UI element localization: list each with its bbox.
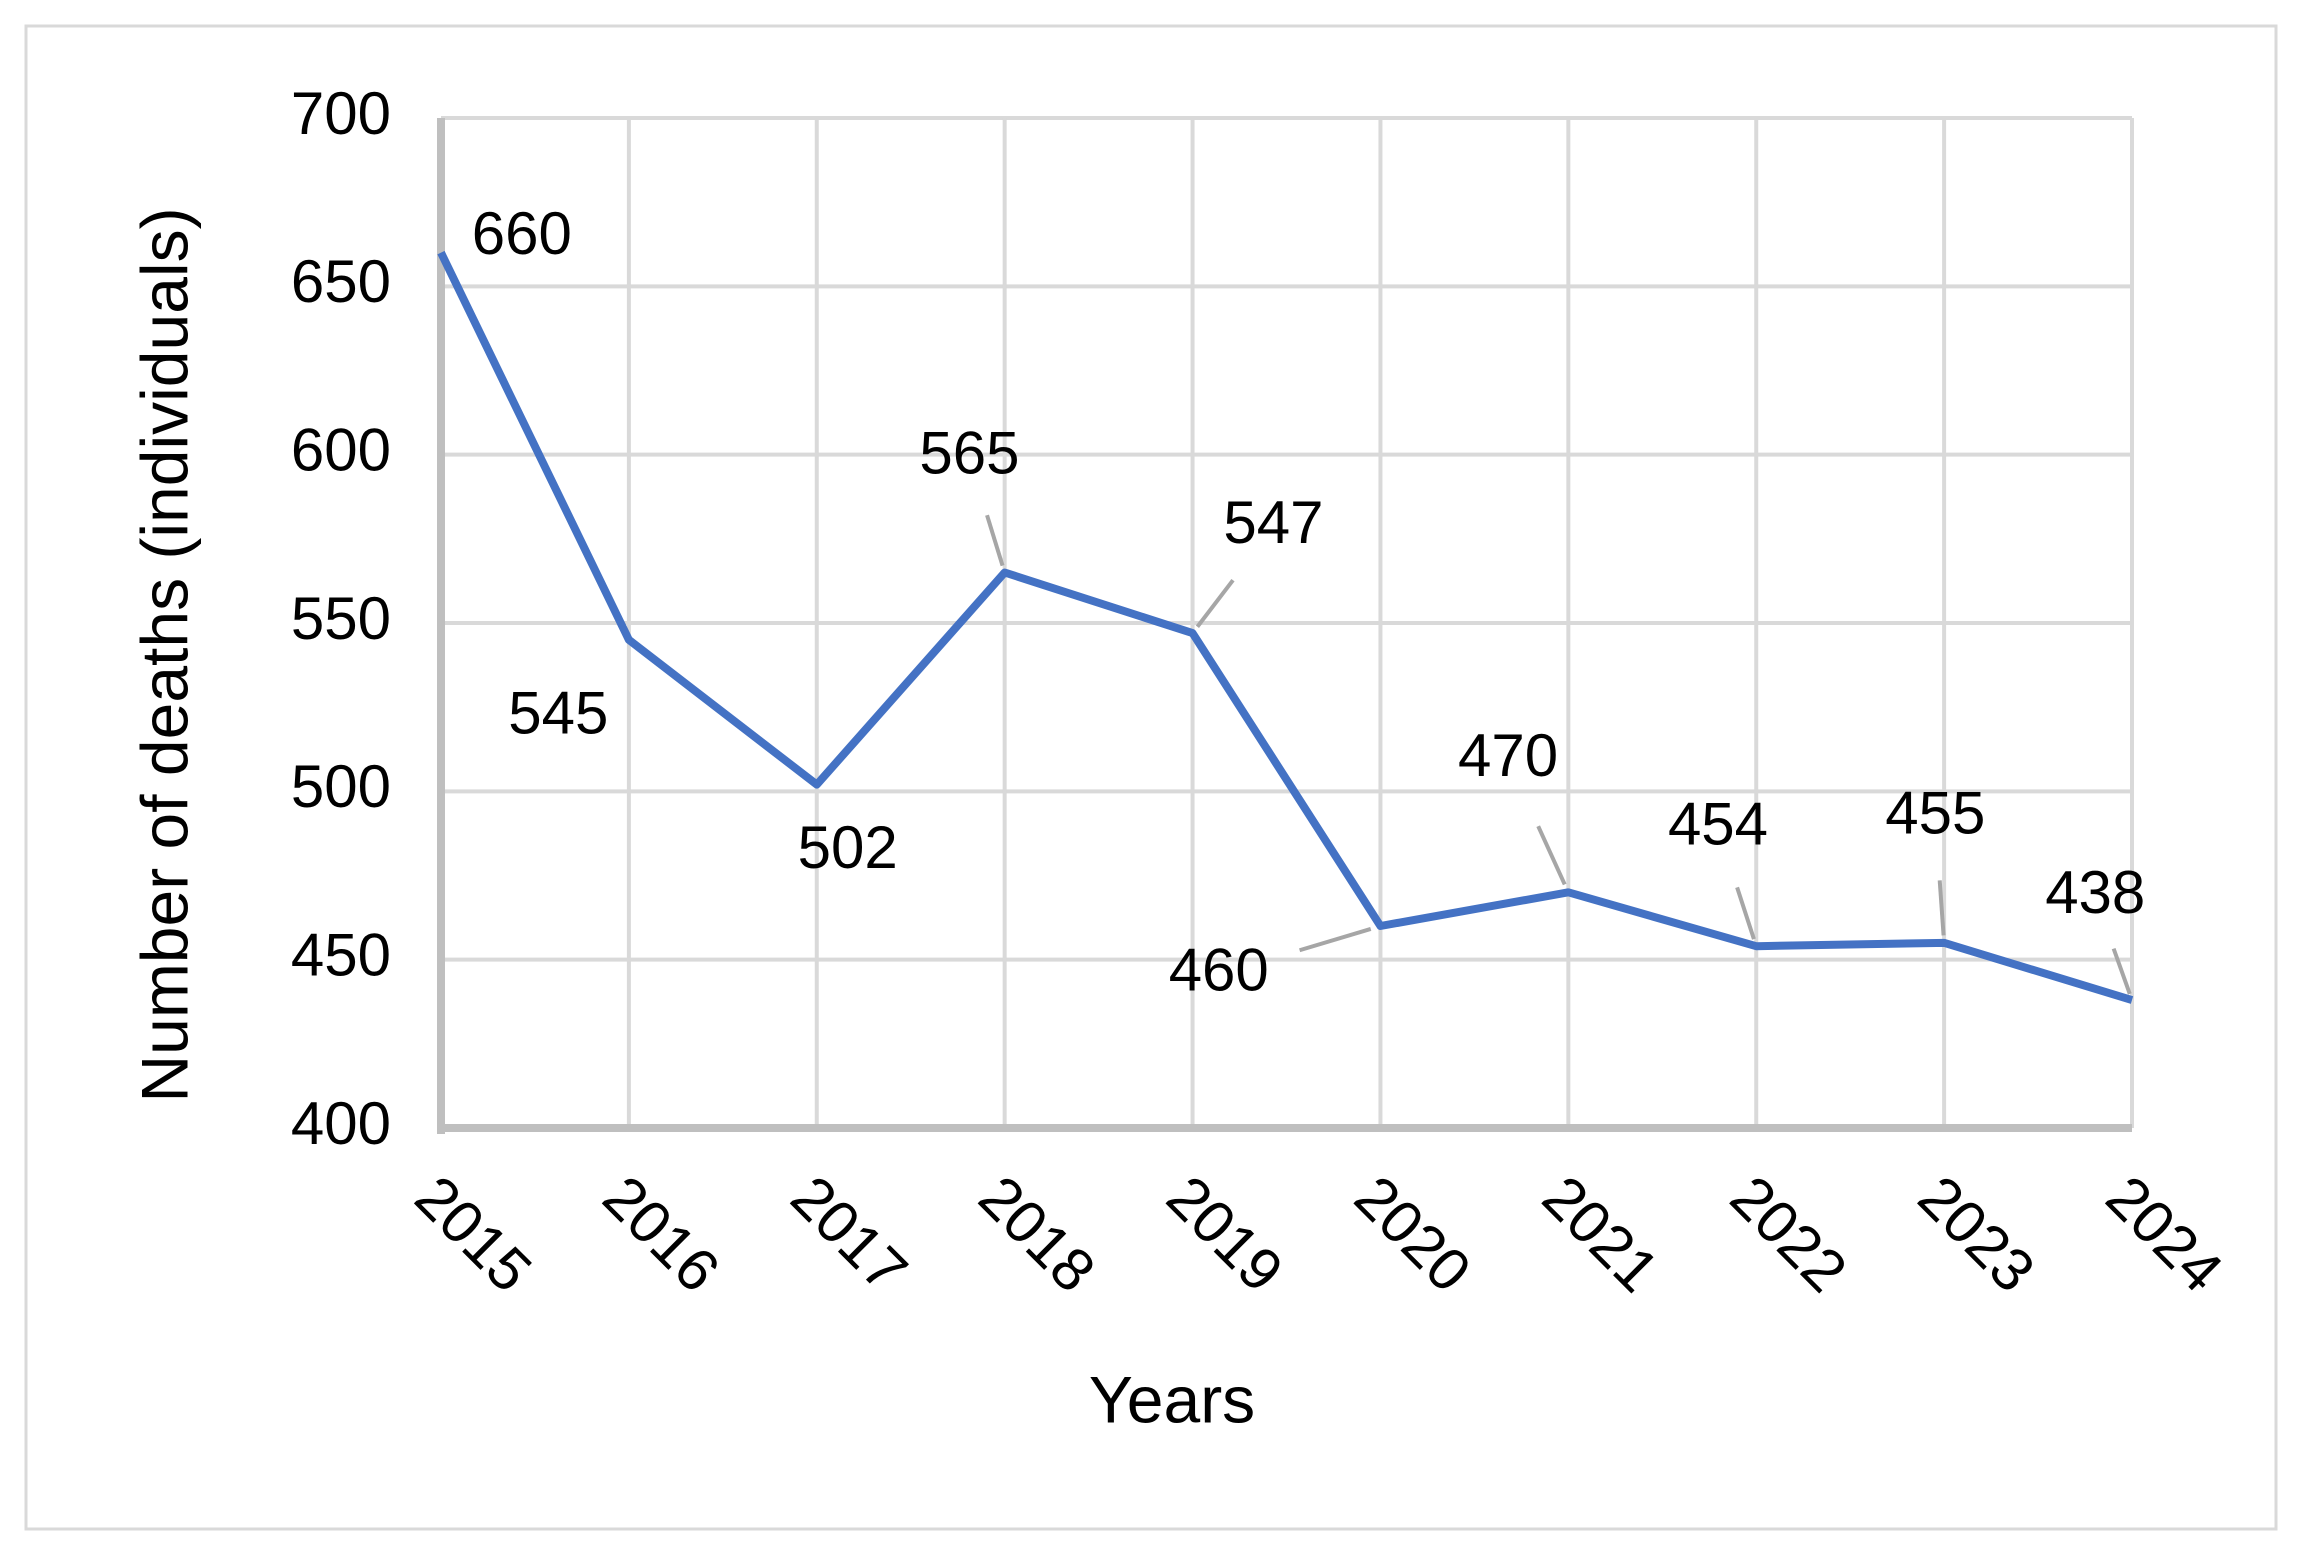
y-tick-label: 700 xyxy=(291,80,391,147)
leader-line xyxy=(985,514,1005,567)
y-tick-label: 450 xyxy=(291,922,391,989)
y-tick-label: 400 xyxy=(291,1090,391,1157)
y-tick-label: 500 xyxy=(291,753,391,820)
y-tick-label: 600 xyxy=(291,417,391,484)
y-tick-label: 550 xyxy=(291,585,391,652)
data-label: 545 xyxy=(508,680,608,747)
leader-line xyxy=(1195,578,1235,628)
data-line xyxy=(437,250,2134,1004)
data-label: 660 xyxy=(472,200,572,267)
leader-line xyxy=(1299,926,1372,953)
data-label: 455 xyxy=(1885,780,1985,847)
data-label: 438 xyxy=(2045,859,2145,926)
x-axis-title: Years xyxy=(1089,1362,1255,1436)
data-label: 565 xyxy=(919,420,1019,487)
data-label: 547 xyxy=(1223,489,1323,556)
chart-border xyxy=(24,24,2278,1531)
leader-line xyxy=(2111,947,2132,995)
data-label: 460 xyxy=(1169,936,1269,1003)
leader-line xyxy=(1536,825,1567,886)
data-label: 502 xyxy=(798,814,898,881)
data-label: 454 xyxy=(1668,790,1768,857)
y-axis-title: Number of deaths (individuals) xyxy=(127,207,201,1102)
data-label: 470 xyxy=(1458,722,1558,789)
y-tick-label: 650 xyxy=(291,248,391,315)
leader-line xyxy=(1937,880,1946,936)
leader-line xyxy=(1735,886,1756,940)
